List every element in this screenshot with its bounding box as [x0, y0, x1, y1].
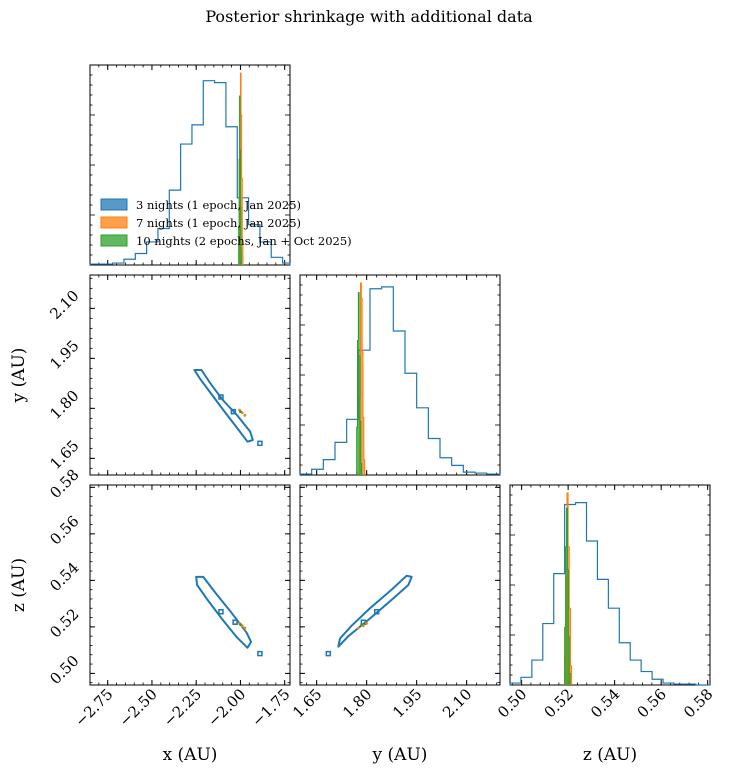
legend-swatch-n10 — [100, 234, 128, 247]
legend-swatch-n3 — [100, 198, 128, 211]
x-tick-label: 0.58 — [680, 685, 716, 721]
legend-label-n7: 7 nights (1 epoch, Jan 2025) — [136, 216, 301, 230]
contour-island-n3 — [373, 608, 380, 615]
point-n10 — [239, 623, 242, 626]
contour-island-n3 — [218, 394, 224, 400]
histogram-false — [299, 286, 501, 475]
legend: 3 nights (1 epoch, Jan 2025) 7 nights (1 … — [100, 198, 352, 248]
panel-frame — [89, 274, 291, 476]
histogram-false — [89, 80, 291, 265]
diag-panel-y — [299, 274, 501, 476]
x-tick-label: 0.52 — [541, 685, 577, 721]
diag-panel-x — [89, 64, 291, 266]
histogram-true — [564, 507, 571, 685]
x-axis-label-z: z (AU) — [583, 745, 637, 765]
point-n7 — [365, 621, 369, 625]
contour-island-n3 — [257, 440, 263, 447]
contour-n3 — [193, 369, 254, 443]
y-axis-label-z: z (AU) — [9, 558, 29, 612]
x-tick-label: −2.25 — [160, 685, 205, 730]
diag-panel-z: 0.50 0.52 0.54 0.56 0.58 — [494, 484, 717, 721]
x-axis-label-x: x (AU) — [163, 745, 218, 765]
scatter-panel-xz: −2.75 −2.50 −2.25 −2.00 −1.75 0.50 0.52 0.54 0.5… — [46, 466, 293, 731]
x-tick-label: 0.50 — [494, 685, 530, 721]
x-tick-label: −2.75 — [71, 685, 116, 730]
y-tick-label: 0.54 — [46, 559, 82, 595]
contour-island-n3 — [257, 650, 263, 657]
y-tick-label: 0.52 — [46, 605, 82, 641]
y-tick-label: 0.58 — [46, 466, 82, 502]
corner-panels: 0.50 0.52 0.54 0.56 0.581.651.801.952.10−2.7… — [9, 64, 717, 765]
x-tick-label: 1.95 — [389, 685, 425, 721]
figure-title: Posterior shrinkage with additional data — [205, 7, 533, 26]
panel-frame — [299, 484, 501, 686]
y-tick-label: 0.50 — [46, 652, 82, 688]
point-n10 — [360, 623, 364, 626]
y-tick-label: 1.80 — [46, 387, 82, 423]
x-tick-label: −2.00 — [204, 685, 249, 730]
x-tick-label: −1.75 — [248, 685, 293, 730]
y-tick-label: 2.10 — [46, 287, 82, 323]
y-tick-label: 0.56 — [46, 512, 82, 548]
y-tick-label: 1.65 — [46, 437, 82, 473]
scatter-panel-yz: 1.65 1.80 1.95 2.10 — [289, 484, 501, 721]
panel-frame — [299, 274, 501, 476]
contour-n3 — [195, 575, 253, 649]
point-n7 — [243, 626, 247, 630]
scatter-panel-xy: 1.65 1.80 1.95 2.10 — [46, 274, 291, 476]
panel-frame — [89, 484, 291, 686]
contour-island-n3 — [360, 619, 367, 625]
legend-swatch-n7 — [100, 216, 128, 229]
y-axis-label-y: y (AU) — [9, 348, 29, 404]
x-tick-label: 1.65 — [289, 685, 325, 721]
histogram-true — [356, 292, 363, 475]
panel-frame — [509, 484, 711, 686]
point-n7 — [243, 413, 247, 417]
histogram-true — [238, 95, 242, 265]
histogram-false — [509, 502, 710, 686]
x-axis-label-y: y (AU) — [372, 745, 428, 765]
x-tick-label: 1.80 — [339, 685, 375, 721]
y-tick-label: 1.95 — [46, 337, 82, 373]
contour-island-n3 — [218, 608, 224, 615]
x-tick-label: 2.10 — [439, 685, 475, 721]
x-tick-label: 0.56 — [634, 685, 670, 721]
point-n7 — [356, 626, 360, 630]
legend-label-n3: 3 nights (1 epoch, Jan 2025) — [136, 198, 301, 212]
point-n10 — [239, 410, 242, 414]
contour-island-n3 — [232, 619, 238, 625]
contour-island-n3 — [325, 650, 332, 657]
contour-island-n3 — [230, 408, 237, 415]
legend-label-n10: 10 nights (2 epochs, Jan + Oct 2025) — [136, 234, 352, 248]
x-tick-label: −2.50 — [116, 685, 161, 730]
x-tick-label: 0.54 — [587, 685, 623, 721]
